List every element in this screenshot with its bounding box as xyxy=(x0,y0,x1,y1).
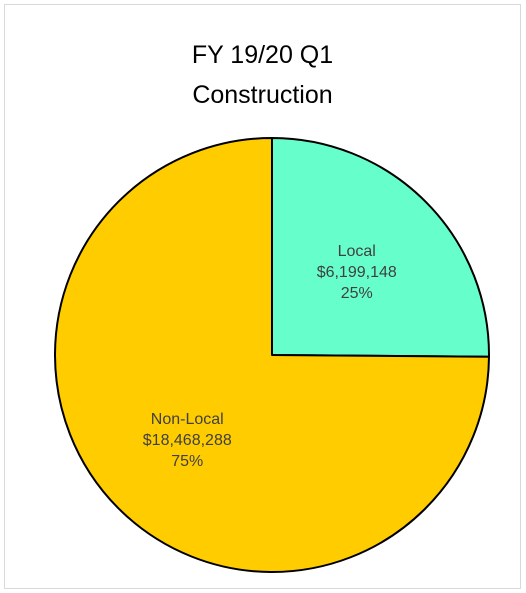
slice-label-non-local: Non-Local $18,468,288 75% xyxy=(143,411,232,470)
chart-title-line-2: Construction xyxy=(192,81,333,109)
pie-slices xyxy=(54,137,490,573)
chart-title: FY 19/20 Q1 Construction xyxy=(5,35,520,115)
chart-title-line-1: FY 19/20 Q1 xyxy=(191,41,334,69)
pie-labels: Local $6,199,148 25% Non-Local $18,468,288 75… xyxy=(143,243,397,470)
pie-slice-non-local xyxy=(54,137,490,573)
slice-label-local: Local $6,199,148 25% xyxy=(317,243,397,302)
pie-slice-local xyxy=(271,137,490,358)
